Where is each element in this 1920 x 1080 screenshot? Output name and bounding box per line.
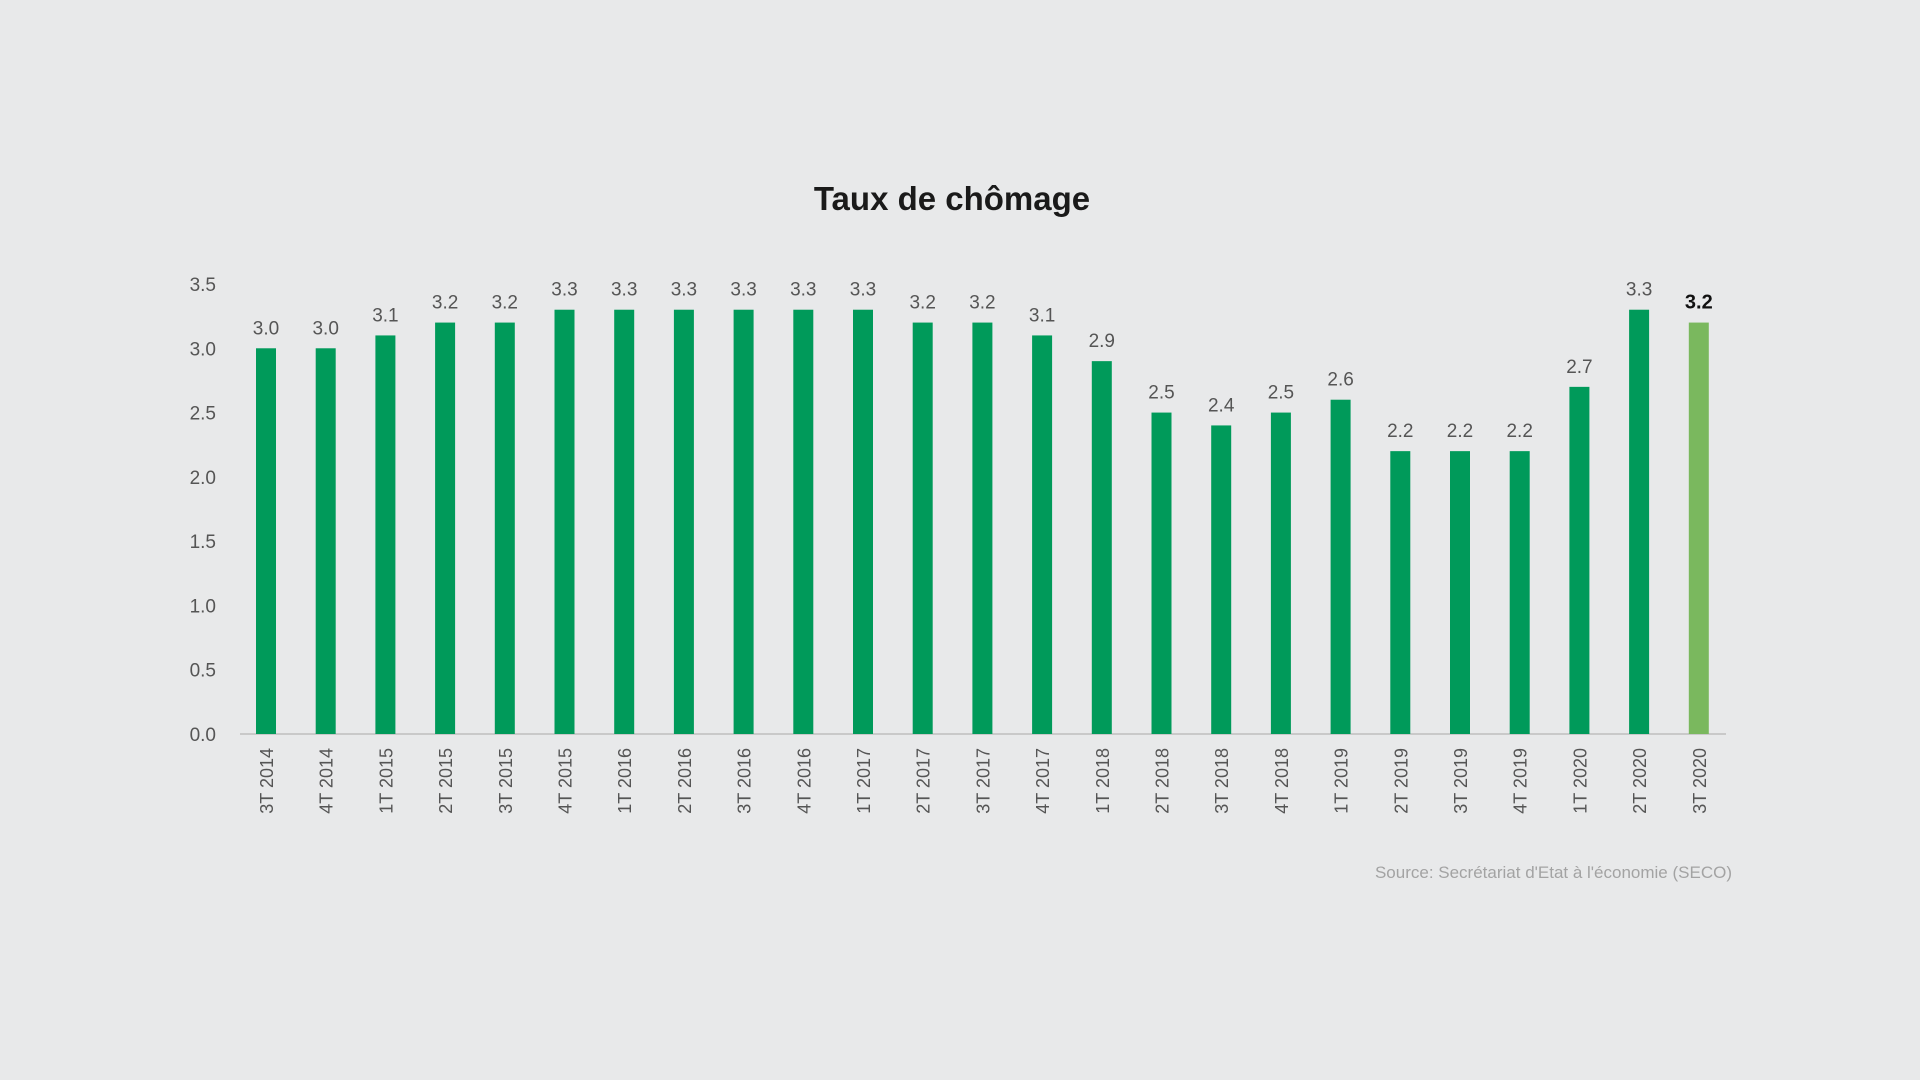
data-label: 3.2 (909, 293, 935, 314)
y-tick-label: 0.5 (190, 661, 216, 682)
bar (375, 335, 396, 734)
x-tick-label: 4T 2017 (1033, 748, 1053, 814)
bar (1629, 309, 1650, 734)
data-label: 3.1 (372, 305, 398, 326)
y-tick-label: 2.0 (190, 468, 216, 489)
chart-title: Taux de chômage (813, 180, 1091, 217)
x-tick-label: 4T 2015 (556, 748, 576, 814)
data-label: 2.6 (1327, 370, 1353, 391)
data-label: 3.2 (969, 293, 995, 314)
bars (256, 309, 1709, 734)
data-label: 3.3 (671, 280, 697, 301)
data-label: 3.3 (611, 280, 637, 301)
bar (1569, 386, 1590, 734)
x-tick-label: 2T 2020 (1630, 748, 1650, 814)
x-tick-label: 1T 2018 (1093, 748, 1113, 814)
y-axis: 0.0 0.5 1.0 1.5 2.0 2.5 3.0 3.5 (190, 275, 216, 746)
x-tick-label: 1T 2015 (376, 748, 396, 814)
x-tick-label: 1T 2017 (854, 748, 874, 814)
data-label: 3.3 (730, 280, 756, 301)
x-tick-label: 2T 2016 (675, 748, 695, 814)
x-tick-label: 3T 2016 (735, 748, 755, 814)
bar (733, 309, 754, 734)
x-tick-label: 2T 2015 (436, 748, 456, 814)
data-label: 2.2 (1506, 421, 1532, 442)
x-tick-label: 3T 2015 (496, 748, 516, 814)
data-label: 3.2 (492, 293, 518, 314)
bar (912, 322, 933, 734)
bar (793, 309, 814, 734)
x-tick-label: 3T 2020 (1690, 748, 1710, 814)
bar (256, 348, 276, 734)
x-tick-label: 3T 2014 (257, 748, 277, 814)
bar (673, 309, 694, 734)
data-label: 3.3 (850, 280, 876, 301)
bar (972, 322, 993, 734)
y-tick-label: 1.5 (190, 532, 216, 553)
x-tick-label: 1T 2020 (1570, 748, 1590, 814)
bar (1211, 425, 1232, 734)
bar (1390, 451, 1411, 734)
bar (1151, 412, 1172, 734)
bar (1450, 451, 1470, 734)
data-label: 2.7 (1566, 357, 1592, 378)
bar (315, 348, 336, 734)
x-tick-label: 3T 2018 (1212, 748, 1232, 814)
bar (853, 309, 873, 734)
data-label: 3.2 (432, 293, 458, 314)
x-tick-label: 1T 2016 (615, 748, 635, 814)
x-tick-label: 2T 2018 (1153, 748, 1173, 814)
data-label: 3.2 (1685, 292, 1713, 314)
bar (435, 322, 456, 734)
x-axis: 3T 2014 4T 2014 1T 2015 2T 2015 3T 2015 4T 20… (257, 748, 1710, 814)
chart-source: Source: Secrétariat d'Etat à l'économie … (1374, 863, 1732, 882)
x-tick-label: 4T 2018 (1272, 748, 1292, 814)
x-tick-label: 4T 2019 (1511, 748, 1531, 814)
x-tick-label: 3T 2019 (1451, 748, 1471, 814)
bar (614, 309, 635, 734)
data-label: 3.3 (551, 280, 577, 301)
data-label: 3.3 (1626, 280, 1652, 301)
data-label: 2.5 (1268, 383, 1294, 404)
y-tick-label: 2.5 (190, 404, 216, 425)
y-tick-label: 1.0 (190, 596, 216, 617)
bar (1270, 412, 1291, 734)
bar (1032, 335, 1053, 734)
x-tick-label: 2T 2019 (1391, 748, 1411, 814)
data-label: 2.4 (1208, 395, 1235, 416)
x-tick-label: 4T 2016 (794, 748, 814, 814)
data-label: 2.2 (1387, 421, 1413, 442)
bar (1330, 399, 1351, 734)
bar (1688, 322, 1709, 734)
data-label: 3.3 (790, 280, 816, 301)
y-tick-label: 3.5 (190, 275, 216, 296)
data-label: 2.2 (1447, 421, 1473, 442)
value-labels: 3.0 3.0 3.1 3.2 3.2 3.3 3.3 3.3 3.3 3.3 3.3 3.2 3.2 3… (253, 280, 1713, 442)
x-tick-label: 2T 2017 (914, 748, 934, 814)
bar (554, 309, 575, 734)
x-tick-label: 4T 2014 (317, 748, 337, 814)
x-tick-label: 3T 2017 (973, 748, 993, 814)
data-label: 3.0 (253, 318, 279, 339)
data-label: 2.9 (1089, 331, 1115, 352)
y-tick-label: 0.0 (190, 725, 216, 746)
data-label: 3.1 (1029, 305, 1055, 326)
data-label: 2.5 (1148, 383, 1174, 404)
x-tick-label: 1T 2019 (1332, 748, 1352, 814)
data-label: 3.0 (312, 318, 338, 339)
y-tick-label: 3.0 (190, 339, 216, 360)
bar (1091, 361, 1112, 734)
bar (494, 322, 515, 734)
bar (1509, 451, 1530, 734)
